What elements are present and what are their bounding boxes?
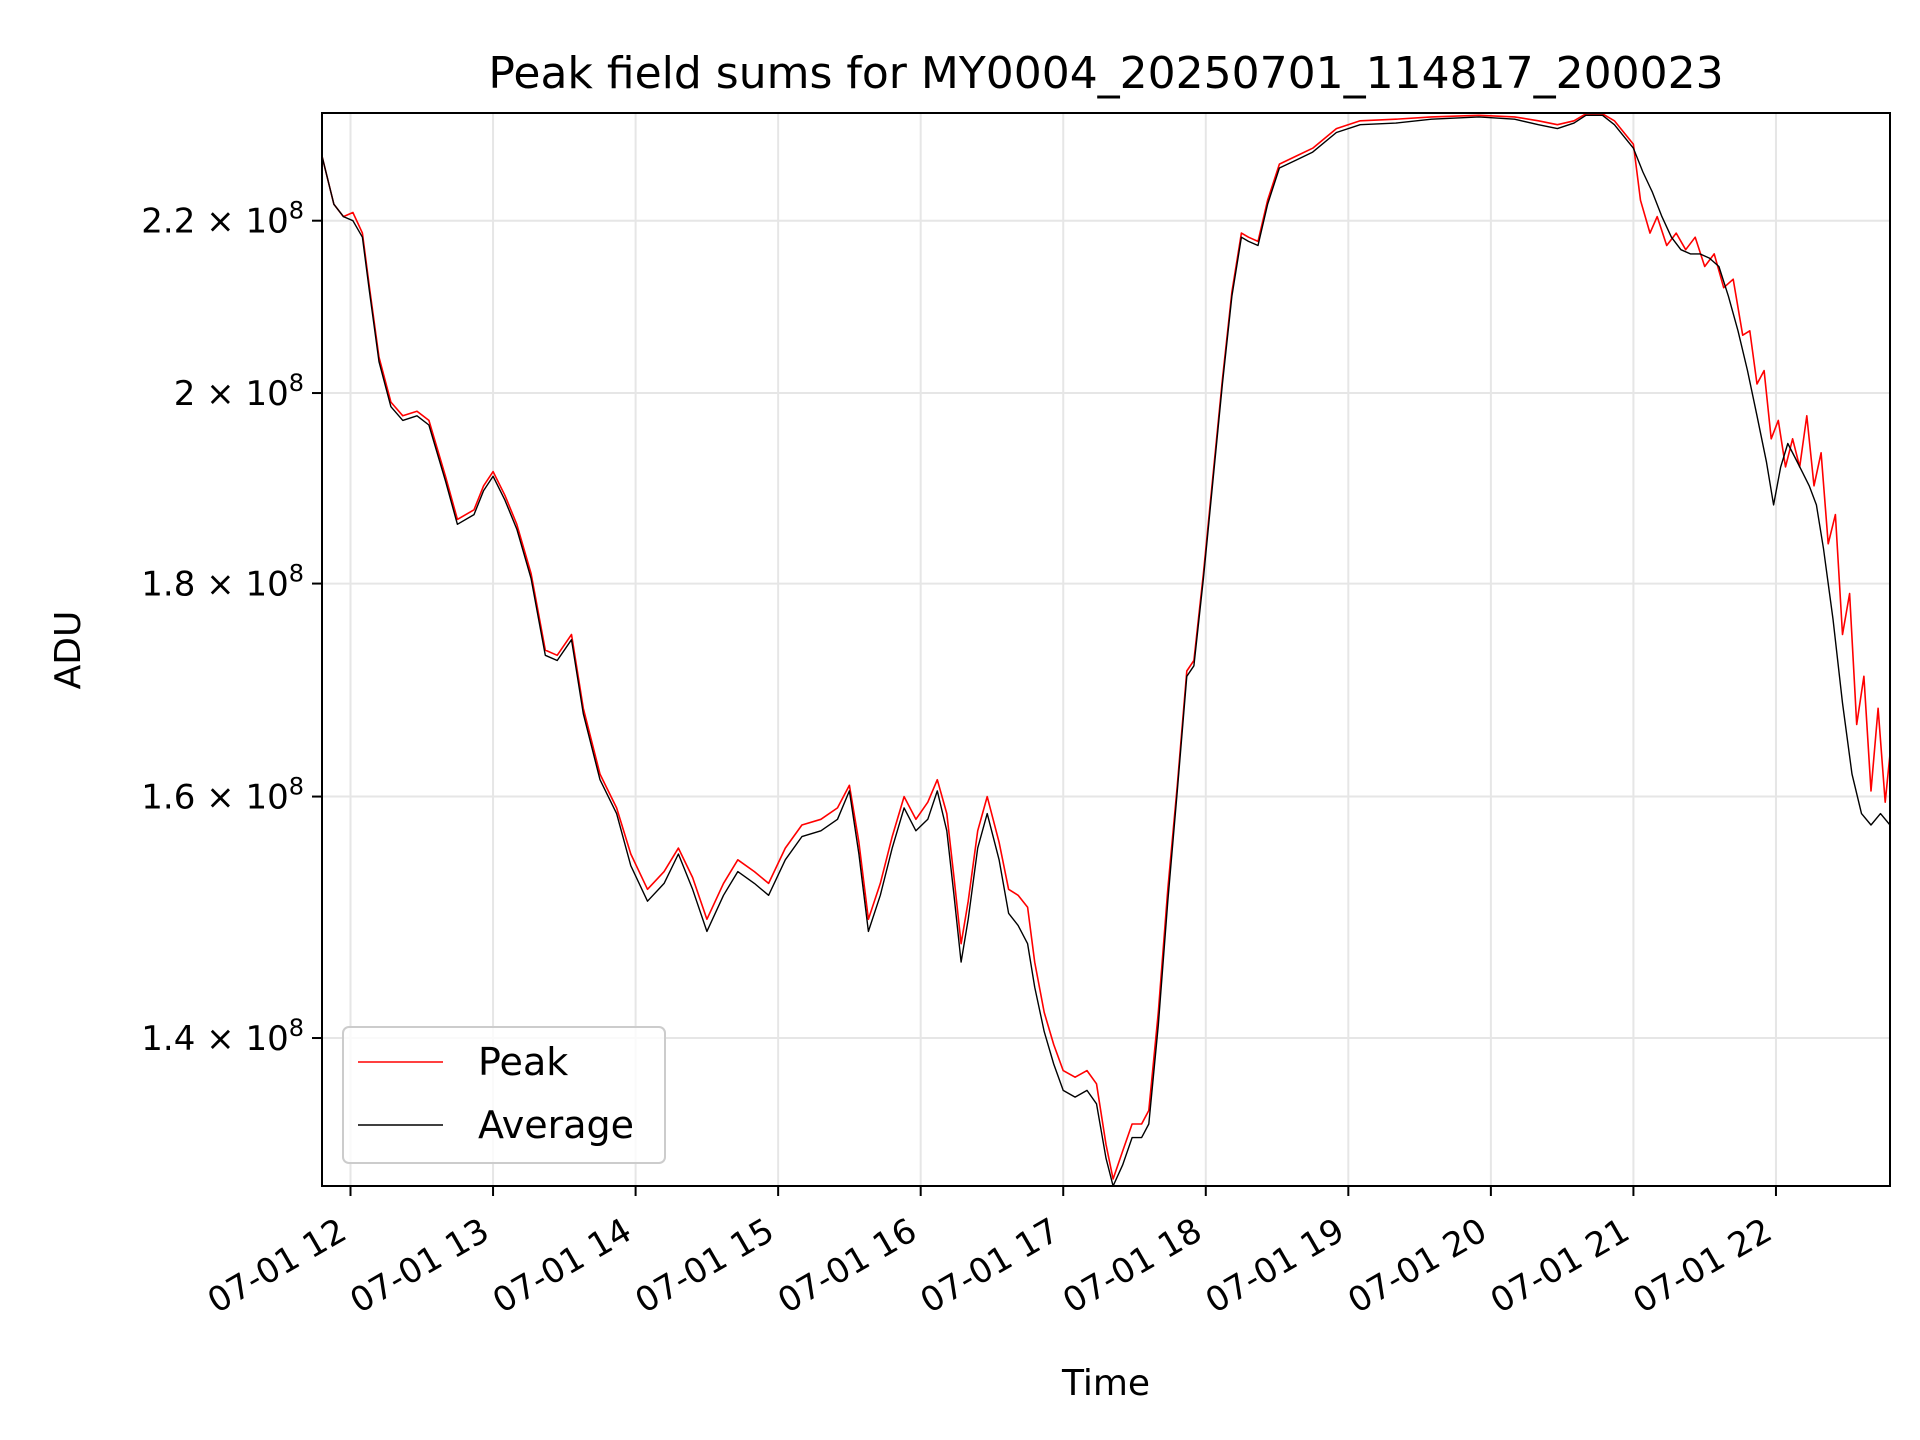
legend: Peak Average (342, 1026, 666, 1164)
chart-title: Peak field sums for MY0004_20250701_1148… (488, 48, 1723, 99)
grid (322, 113, 1890, 1186)
legend-label-peak: Peak (478, 1040, 568, 1084)
series-layer (322, 113, 1890, 1186)
y-tick-label-4: 2.2 × 108 (141, 197, 304, 242)
y-tick-label-1: 1.6 × 108 (141, 773, 304, 818)
plot-frame (321, 112, 1891, 1187)
y-axis: 1.4 × 108 1.6 × 108 1.8 × 108 2 × 108 2.2 × … (141, 197, 322, 1059)
legend-box (342, 1026, 666, 1164)
y-axis-label: ADU (48, 611, 89, 690)
y-tick-label-3: 2 × 108 (174, 369, 304, 414)
y-tick-label-2: 1.8 × 108 (141, 560, 304, 605)
y-tick-label-0: 1.4 × 108 (141, 1014, 304, 1059)
x-axis-label: Time (1061, 1363, 1150, 1404)
legend-label-average: Average (478, 1103, 634, 1147)
series-line-average (322, 114, 1890, 1186)
